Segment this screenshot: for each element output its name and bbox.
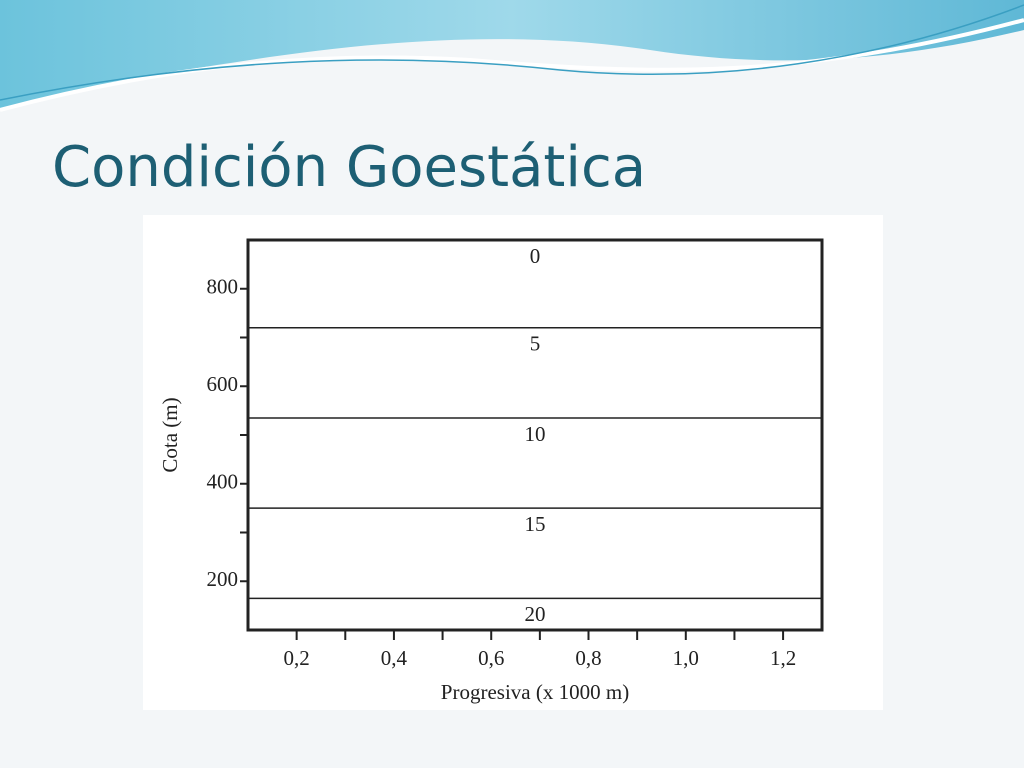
chart: Progresiva (x 1000 m) Cota (m) 200400600…: [158, 238, 824, 704]
x-tick-label: 1,0: [673, 646, 699, 670]
zone-label: 10: [525, 422, 546, 446]
x-axis-label: Progresiva (x 1000 m): [441, 680, 629, 704]
y-tick-label: 200: [207, 567, 239, 591]
x-tick-label: 1,2: [770, 646, 796, 670]
header-wave: [0, 0, 1024, 110]
x-tick-label: 0,2: [284, 646, 310, 670]
header-stroke: [0, 18, 1024, 112]
y-tick-label: 800: [207, 275, 239, 299]
zone-label: 20: [525, 602, 546, 626]
y-axis-label: Cota (m): [158, 397, 182, 472]
y-tick-label: 600: [207, 372, 239, 396]
header-stroke: [0, 4, 1024, 101]
zone-label: 0: [530, 244, 541, 268]
zone-label: 15: [525, 512, 546, 536]
x-tick-label: 0,4: [381, 646, 408, 670]
slide-title: Condición Goestática: [52, 135, 646, 200]
zone-label: 5: [530, 332, 541, 356]
chart-panel: [143, 215, 883, 710]
x-tick-label: 0,6: [478, 646, 504, 670]
x-tick-label: 0,8: [575, 646, 601, 670]
y-tick-label: 400: [207, 470, 239, 494]
